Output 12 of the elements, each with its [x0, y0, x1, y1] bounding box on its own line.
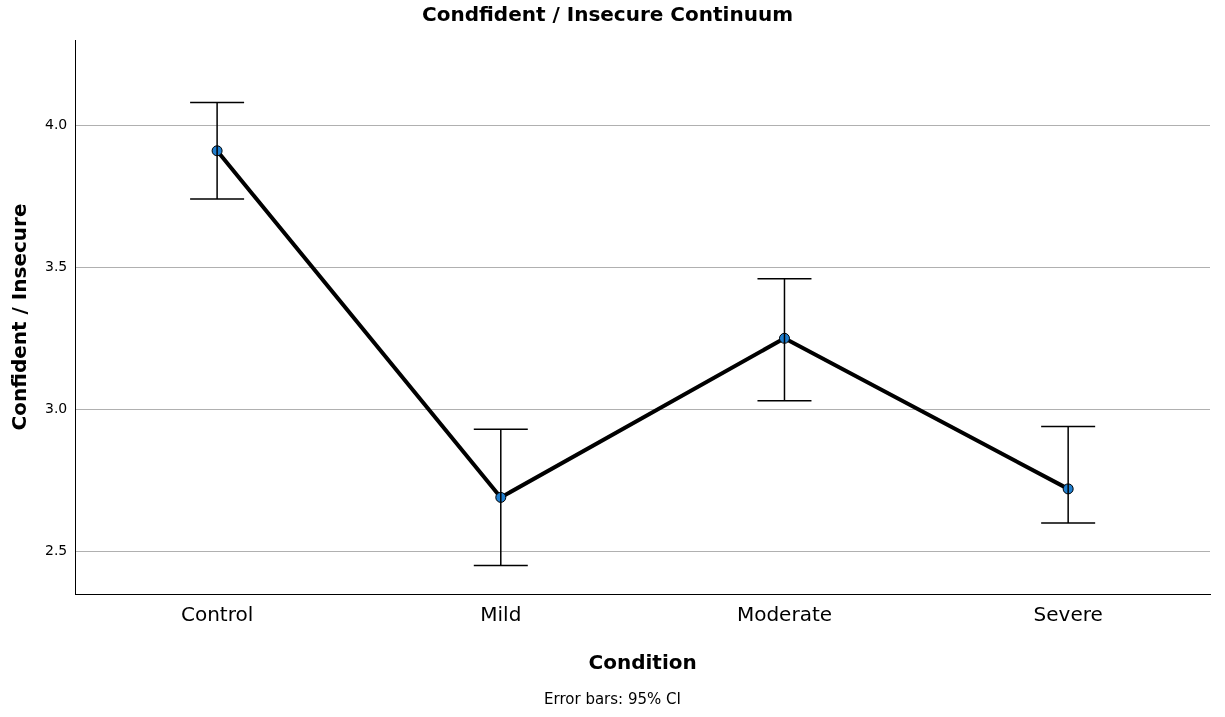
text: Error bars: 95% CI — [543, 690, 682, 708]
y-tick-label: 3.0 — [45, 399, 68, 416]
x-tick-label: Control — [180, 602, 254, 627]
x-axis-title: Condition — [588, 650, 697, 675]
y-tick-label: 2.5 — [45, 542, 68, 559]
x-tick-label: Moderate — [736, 602, 833, 627]
x-tick-label: Severe — [1033, 602, 1103, 627]
y-tick-label: 4.0 — [45, 115, 68, 132]
y-tick-label: 3.5 — [45, 257, 68, 274]
y-axis-title: Confident / Insecure — [7, 203, 32, 431]
x-tick-label: Mild — [480, 602, 522, 627]
chart-title: Condfident / Insecure Continuum — [422, 2, 793, 27]
